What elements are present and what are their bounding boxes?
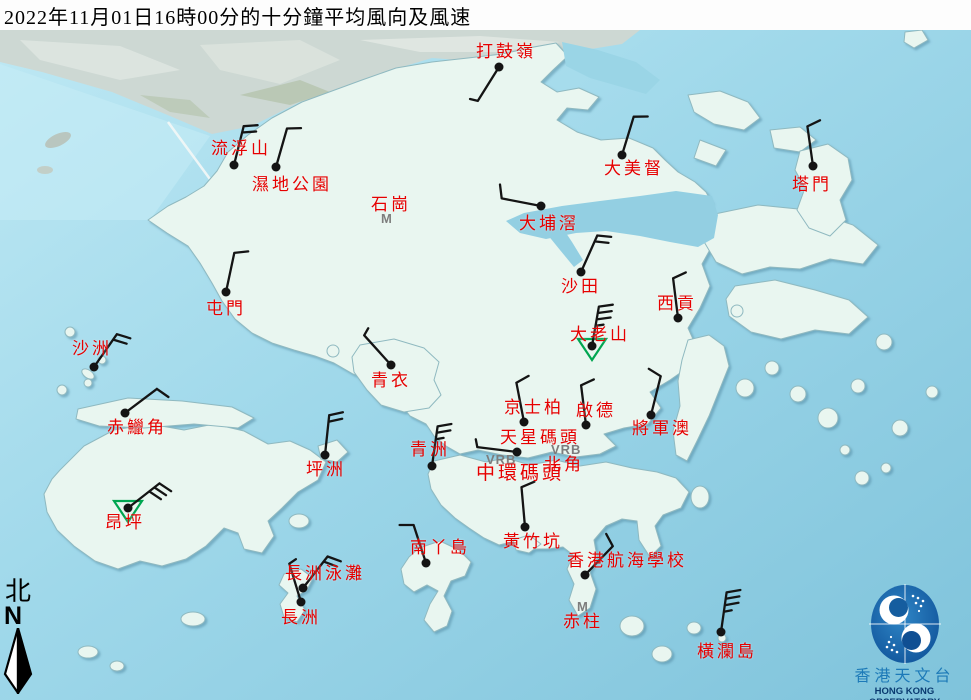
station-dot-tseung-kwan-o	[646, 410, 656, 420]
shenzhen-bay-bridge	[166, 121, 220, 191]
station-dot-wetland-park	[271, 162, 281, 172]
high-island	[725, 279, 869, 340]
station-dot-cheung-chau-beach	[298, 583, 308, 593]
wind-barb-peng-chau	[323, 411, 345, 457]
north-arrow-icon	[3, 627, 33, 697]
map-title: 2022年11月01日16時00分的十分鐘平均風向及風速	[4, 6, 472, 29]
wind-barb-green-island	[430, 422, 453, 468]
inlets	[506, 42, 718, 267]
wind-barb-chek-lap-kok	[123, 387, 170, 415]
wind-barb-wong-chuk-hang	[520, 480, 536, 529]
airport-island	[75, 397, 255, 429]
wind-barb-lau-fau-shan	[232, 124, 259, 167]
wind-barb-wetland-park	[274, 126, 303, 169]
wind-layer	[89, 62, 822, 637]
station-dot-sha-tin	[576, 267, 586, 277]
clear-water-bay-peninsula	[672, 334, 730, 462]
station-dot-kings-park	[519, 417, 529, 427]
wind-barb-tsing-yi	[363, 327, 393, 367]
station-dot-hk-sea-school	[580, 570, 590, 580]
wind-barb-ta-kwu-ling	[468, 65, 501, 103]
station-dot-lamma-island	[421, 558, 431, 568]
gust-triangle-ngong-ping	[111, 499, 145, 524]
station-dot-sha-chau	[89, 362, 99, 372]
shenzhen-urban-area	[0, 30, 640, 174]
wind-barb-hk-sea-school	[583, 532, 614, 577]
wind-barb-tuen-mun	[224, 250, 250, 294]
hko-logo: 香港天文台 HONG KONG OBSERVATORY	[838, 582, 971, 700]
deep-bay-shallow-water	[0, 64, 210, 220]
wind-barb-kings-park	[515, 374, 530, 424]
wind-barb-sha-chau	[92, 333, 132, 369]
station-dot-kai-tak	[581, 420, 591, 430]
station-dot-green-island	[427, 461, 437, 471]
station-dot-sai-kung	[673, 313, 683, 323]
wind-barb-sha-tin	[579, 234, 613, 274]
station-dot-tap-mun	[808, 161, 818, 171]
compass: 北 N	[2, 578, 38, 699]
station-dot-ngong-ping	[123, 503, 133, 513]
station-dot-ta-kwu-ling	[494, 62, 504, 72]
wind-barb-sai-kung	[671, 271, 687, 320]
tsing-yi-island	[351, 338, 442, 413]
station-dot-chek-lap-kok	[120, 408, 130, 418]
compass-north-en: N	[4, 602, 23, 631]
wind-barb-tseung-kwan-o	[647, 367, 662, 417]
wind-barb-waglan-island	[719, 588, 742, 634]
station-dot-star-ferry	[512, 447, 522, 457]
station-dot-tuen-mun	[221, 287, 231, 297]
land-masses	[43, 29, 939, 672]
starling-inlet	[562, 42, 660, 94]
wind-barb-tap-mun	[806, 119, 822, 168]
wind-barb-ngong-ping	[126, 482, 173, 510]
wind-barb-lamma-island	[398, 523, 428, 565]
gust-triangle-tates-cairn	[575, 337, 609, 362]
station-dot-wong-chuk-hang	[520, 522, 530, 532]
wind-barb-star-ferry	[474, 438, 519, 454]
station-dot-cheung-chau	[296, 597, 306, 607]
wind-barb-kai-tak	[579, 378, 595, 427]
wind-barb-tates-cairn	[590, 303, 614, 348]
hko-logo-icon	[868, 584, 941, 664]
hko-name-zh: 香港天文台	[854, 668, 955, 685]
title-bar: 2022年11月01日16時00分的十分鐘平均風向及風速	[0, 0, 971, 30]
sha-tin-channel	[547, 224, 583, 267]
station-dot-tsing-yi	[386, 360, 396, 370]
station-dot-peng-chau	[320, 450, 330, 460]
station-dot-lau-fau-shan	[229, 160, 239, 170]
station-dot-tai-po-kau	[536, 201, 546, 211]
wind-barb-tai-po-kau	[498, 183, 543, 208]
station-dot-tai-mei-tuk	[617, 150, 627, 160]
lamma-island-shape	[400, 540, 472, 633]
station-dot-tates-cairn	[587, 341, 597, 351]
compass-north-zh: 北	[5, 577, 32, 606]
wind-barb-cheung-chau	[288, 558, 303, 604]
hko-name-en: HONG KONG OBSERVATORY	[869, 685, 940, 700]
hong-kong-island	[427, 454, 690, 617]
station-dot-waglan-island	[716, 627, 726, 637]
wind-barb-tai-mei-tuk	[620, 115, 649, 157]
wind-barb-cheung-chau-beach	[301, 555, 342, 590]
